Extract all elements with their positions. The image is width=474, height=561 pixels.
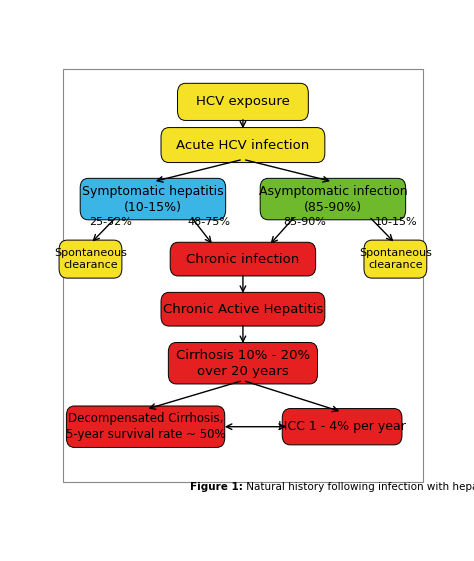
Text: 48-75%: 48-75%	[188, 217, 231, 227]
FancyBboxPatch shape	[364, 240, 427, 278]
Text: HCV exposure: HCV exposure	[196, 95, 290, 108]
Text: Spontaneous
clearance: Spontaneous clearance	[54, 248, 127, 270]
FancyBboxPatch shape	[80, 178, 226, 220]
FancyBboxPatch shape	[66, 406, 225, 448]
Text: Asymptomatic infection
(85-90%): Asymptomatic infection (85-90%)	[259, 185, 407, 214]
Text: Symptomatic hepatitis
(10-15%): Symptomatic hepatitis (10-15%)	[82, 185, 224, 214]
FancyBboxPatch shape	[178, 83, 308, 121]
Text: Spontaneous
clearance: Spontaneous clearance	[359, 248, 432, 270]
FancyBboxPatch shape	[59, 240, 122, 278]
FancyBboxPatch shape	[260, 178, 406, 220]
FancyBboxPatch shape	[170, 242, 316, 276]
Text: HCC 1 - 4% per year: HCC 1 - 4% per year	[278, 420, 406, 433]
Text: 25-52%: 25-52%	[90, 217, 132, 227]
FancyBboxPatch shape	[168, 342, 318, 384]
Text: Natural history following infection with hepatitis C virus: Natural history following infection with…	[243, 482, 474, 492]
Text: Chronic infection: Chronic infection	[186, 252, 300, 265]
Text: 85-90%: 85-90%	[283, 217, 326, 227]
Text: Cirrhosis 10% - 20%
over 20 years: Cirrhosis 10% - 20% over 20 years	[176, 349, 310, 378]
Text: Figure 1:: Figure 1:	[190, 482, 243, 492]
Text: Chronic Active Hepatitis: Chronic Active Hepatitis	[163, 303, 323, 316]
FancyBboxPatch shape	[161, 292, 325, 326]
Text: 10-15%: 10-15%	[374, 217, 417, 227]
Text: Decompensated Cirrhosis,
5-year survival rate ~ 50%: Decompensated Cirrhosis, 5-year survival…	[66, 412, 226, 441]
FancyBboxPatch shape	[282, 408, 402, 445]
Text: Acute HCV infection: Acute HCV infection	[176, 139, 310, 151]
FancyBboxPatch shape	[161, 127, 325, 163]
